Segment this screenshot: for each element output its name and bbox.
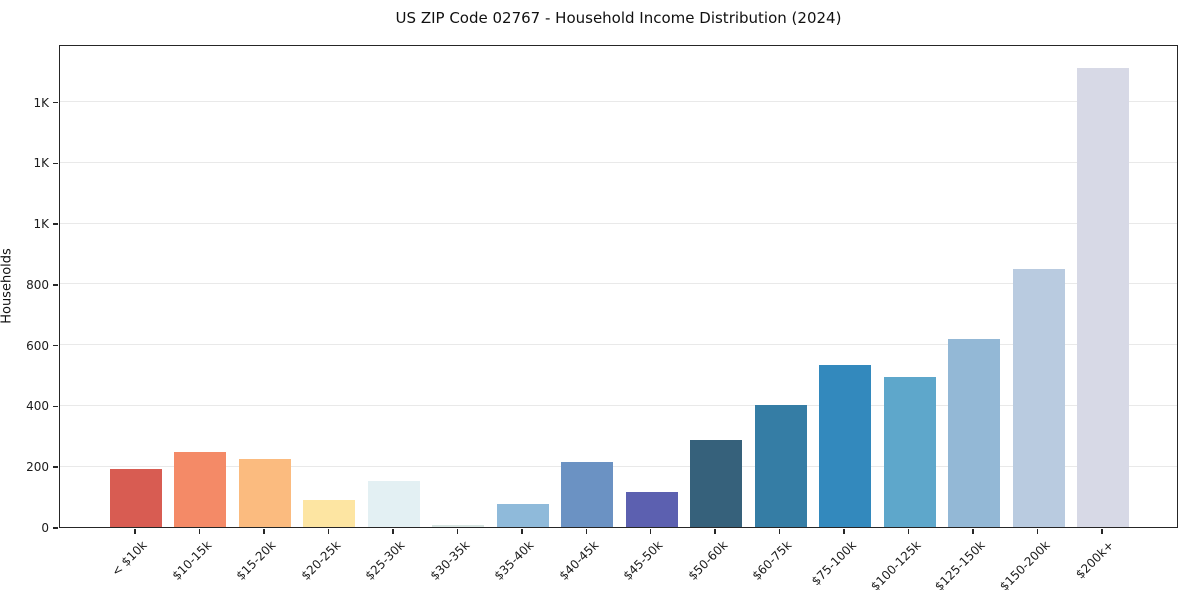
- x-tick-mark: [649, 529, 652, 534]
- x-tick-label: $35-40k: [491, 538, 537, 583]
- gridline: [60, 222, 1177, 224]
- x-tick-mark: [456, 529, 459, 534]
- bar-$100-125k: [883, 377, 936, 527]
- x-tick-label: $100-125k: [867, 538, 924, 590]
- x-tick-label: $30-35k: [427, 538, 473, 583]
- bar-$200k+: [1077, 68, 1129, 527]
- x-tick-label: $60-75k: [749, 538, 795, 583]
- x-tick-mark: [972, 529, 974, 534]
- bar-< $10k: [110, 469, 162, 527]
- gridline: [60, 283, 1177, 285]
- x-tick-mark: [198, 529, 201, 534]
- x-tick-label: < $10k: [109, 538, 150, 579]
- x-tick-label: $10-15k: [169, 538, 215, 583]
- gridline: [60, 101, 1177, 103]
- y-tick-mark: [53, 405, 58, 408]
- x-tick-label: $15-20k: [233, 538, 279, 583]
- x-tick-mark: [392, 529, 394, 534]
- y-tick-mark: [53, 101, 58, 104]
- gridline: [60, 161, 1177, 163]
- y-tick-label: 1K: [33, 156, 49, 171]
- y-tick-mark: [53, 466, 58, 468]
- x-tick-mark: [521, 529, 523, 534]
- bar-$25-30k: [367, 480, 420, 527]
- x-tick-mark: [134, 529, 136, 534]
- x-tick-label: $20-25k: [298, 538, 344, 583]
- y-tick-mark: [53, 284, 58, 286]
- x-tick-mark: [714, 529, 716, 534]
- x-tick-label: $125-150k: [932, 538, 988, 590]
- chart-title: US ZIP Code 02767 - Household Income Dis…: [395, 9, 842, 27]
- y-tick-mark: [53, 223, 58, 225]
- bar-$35-40k: [496, 504, 549, 527]
- x-tick-label: $200k+: [1073, 538, 1117, 582]
- y-tick-label: 0: [41, 521, 49, 535]
- x-tick-mark: [1101, 529, 1103, 534]
- y-tick-mark: [53, 527, 58, 529]
- x-tick-label: $25-30k: [362, 538, 408, 583]
- bar-$75-100k: [819, 365, 872, 527]
- bar-$10-15k: [174, 451, 227, 527]
- bar-$150-200k: [1012, 269, 1065, 527]
- x-tick-label: $40-45k: [556, 538, 602, 583]
- bar-$45-50k: [625, 492, 678, 527]
- x-tick-mark: [327, 529, 330, 534]
- plot-area: [59, 45, 1178, 528]
- x-tick-mark: [778, 529, 781, 534]
- x-tick-label: $150-200k: [996, 538, 1053, 590]
- y-tick-mark: [53, 344, 58, 347]
- y-tick-label: 1K: [33, 95, 49, 110]
- x-tick-mark: [1036, 529, 1039, 534]
- x-tick-label: $75-100k: [808, 538, 860, 589]
- bar-$60-75k: [754, 404, 807, 527]
- x-tick-label: $50-60k: [685, 538, 731, 583]
- bar-$30-35k: [432, 525, 485, 527]
- y-tick-label: 200: [26, 460, 49, 475]
- bar-$20-25k: [303, 499, 356, 527]
- y-tick-label: 600: [26, 338, 49, 353]
- bar-$15-20k: [238, 458, 291, 527]
- gridline: [60, 465, 1177, 467]
- x-tick-mark: [585, 529, 588, 534]
- x-tick-mark: [263, 529, 265, 534]
- bar-$50-60k: [690, 440, 743, 527]
- x-tick-mark: [843, 529, 845, 534]
- y-tick-mark: [53, 162, 58, 165]
- x-tick-mark: [907, 529, 910, 534]
- gridline: [60, 405, 1177, 406]
- bar-$125-150k: [948, 338, 1001, 527]
- y-tick-label: 400: [26, 399, 49, 414]
- gridline: [60, 344, 1177, 346]
- bar-$40-45k: [561, 461, 614, 527]
- y-tick-label: 800: [26, 277, 49, 292]
- y-tick-label: 1K: [33, 217, 49, 232]
- x-tick-label: $45-50k: [620, 538, 666, 583]
